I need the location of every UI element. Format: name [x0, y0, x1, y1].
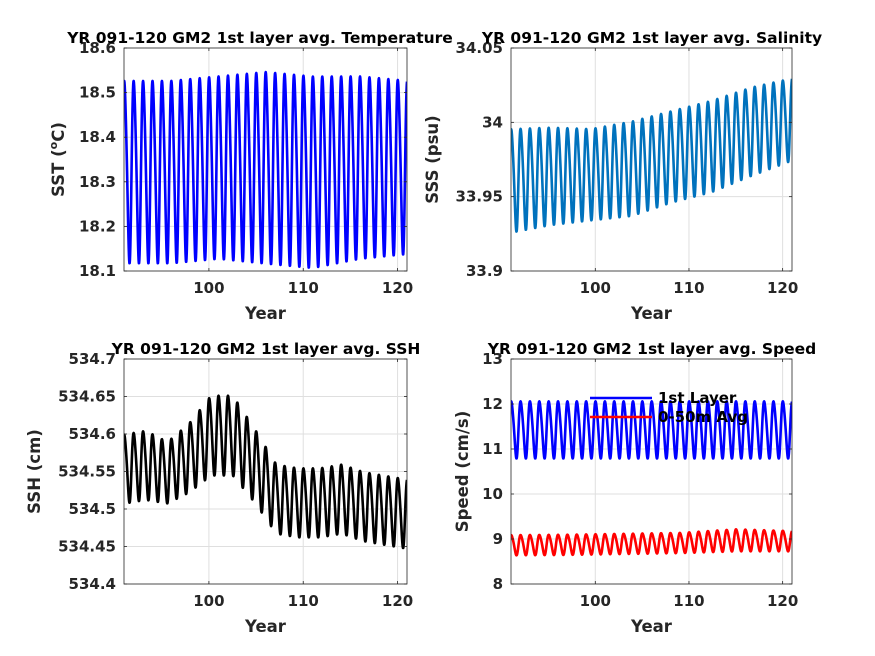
y-tick-label: 9 — [493, 530, 503, 548]
y-axis-label: SSH (cm) — [25, 429, 44, 514]
y-tick-label: 534.55 — [58, 463, 116, 481]
y-tick-label: 34 — [482, 113, 503, 131]
series-line-1 — [511, 528, 792, 557]
chart-temperature: 100 110 120 18.1 18.2 18.3 18.4 18.5 18.6YR 091-… — [47, 29, 453, 323]
x-tick-label: 110 — [673, 279, 704, 297]
legend-entry: 1st Layer — [658, 389, 737, 407]
chart-title: YR 091-120 GM2 1st layer avg. SSH — [111, 340, 421, 358]
y-tick-label: 534.6 — [69, 425, 116, 443]
series-line-0 — [511, 78, 792, 233]
legend-entry: 0-50m Avg — [658, 408, 748, 426]
x-tick-label: 100 — [193, 592, 224, 610]
series-line-0 — [511, 400, 792, 460]
x-tick-label: 120 — [767, 279, 798, 297]
x-tick-label: 120 — [767, 592, 798, 610]
y-tick-label: 534.4 — [69, 575, 116, 593]
x-axis-label: Year — [630, 304, 673, 323]
x-axis-label: Year — [244, 617, 287, 636]
axes-frame — [510, 358, 793, 585]
x-tick-label: 110 — [673, 592, 704, 610]
x-tick-label: 100 — [580, 279, 611, 297]
x-tick-label: 100 — [193, 279, 224, 297]
y-tick-label: 18.2 — [79, 217, 116, 235]
chart-title: YR 091-120 GM2 1st layer avg. Salinity — [481, 29, 822, 47]
y-tick-label: 13 — [482, 350, 503, 368]
y-tick-label: 34.05 — [456, 39, 503, 57]
y-tick-label: 12 — [482, 395, 503, 413]
x-axis-label: Year — [630, 617, 673, 636]
y-tick-label: 33.95 — [456, 188, 503, 206]
chart-ssh: 100 110 120 534.4 534.45 534.5 534.55 534.6 534.… — [25, 340, 420, 636]
series-line-0 — [124, 70, 407, 269]
y-axis-label: SSS (psu) — [423, 115, 442, 203]
x-tick-label: 120 — [382, 279, 413, 297]
x-axis-label: Year — [244, 304, 287, 323]
chart-title: YR 091-120 GM2 1st layer avg. Temperatur… — [66, 29, 453, 47]
chart-title: YR 091-120 GM2 1st layer avg. Speed — [487, 340, 817, 358]
y-tick-label: 534.45 — [58, 538, 116, 556]
x-tick-label: 110 — [288, 592, 319, 610]
axes-frame — [510, 47, 793, 272]
y-tick-label: 18.6 — [79, 39, 116, 57]
y-tick-label: 534.7 — [69, 350, 116, 368]
y-tick-label: 534.65 — [58, 388, 116, 406]
y-tick-label: 18.1 — [79, 262, 116, 280]
y-tick-label: 18.4 — [79, 128, 116, 146]
y-axis-label: SST (oC) — [47, 122, 68, 197]
y-tick-label: 8 — [493, 575, 503, 593]
y-tick-label: 33.9 — [466, 262, 503, 280]
y-tick-label: 18.3 — [79, 173, 116, 191]
axes-frame — [123, 47, 408, 272]
x-tick-label: 100 — [580, 592, 611, 610]
y-tick-label: 534.5 — [69, 500, 116, 518]
x-tick-label: 110 — [288, 279, 319, 297]
series-line-0 — [124, 394, 407, 550]
y-tick-label: 18.5 — [79, 84, 116, 102]
y-tick-label: 11 — [482, 440, 503, 458]
x-tick-label: 120 — [382, 592, 413, 610]
y-axis-label: Speed (cm/s) — [453, 411, 472, 533]
y-tick-label: 10 — [482, 485, 503, 503]
